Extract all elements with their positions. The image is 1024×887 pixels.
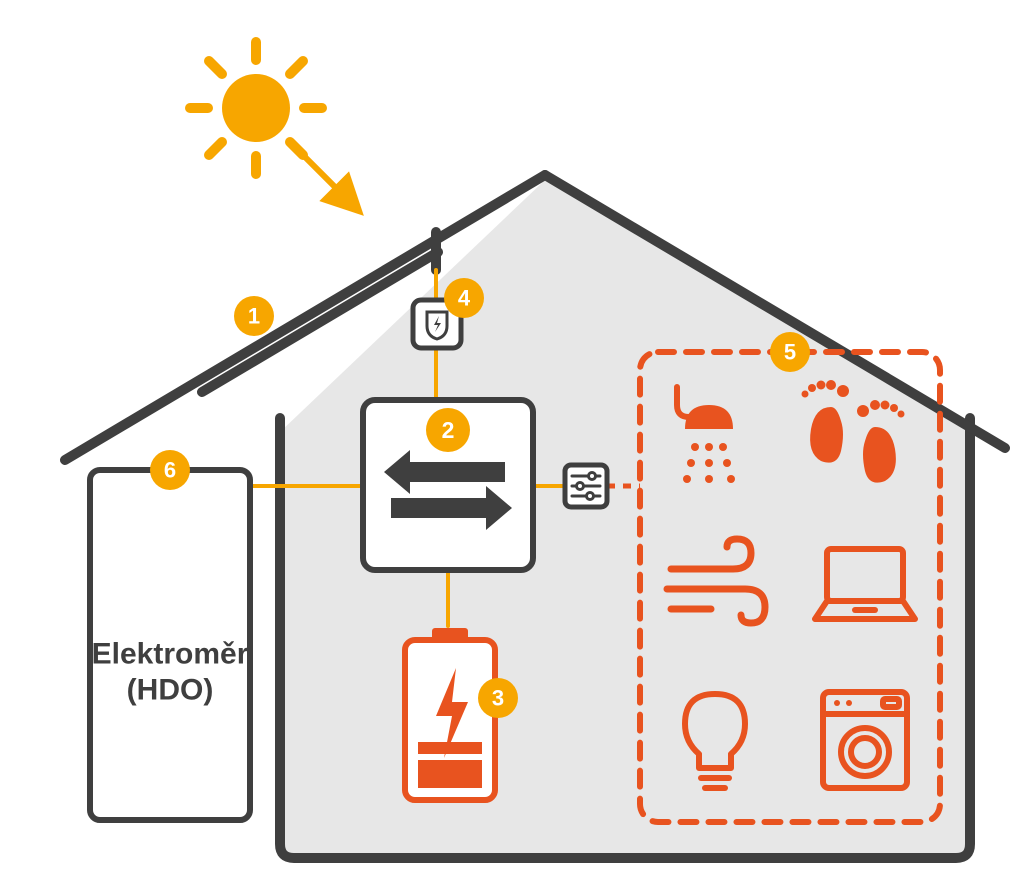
meter-label-line1: Elektroměr <box>92 638 249 671</box>
settings-box <box>565 465 607 507</box>
badge-2: 2 <box>426 408 470 452</box>
badge-5: 5 <box>770 332 810 372</box>
sliders-icon <box>572 473 600 500</box>
badge-6: 6 <box>150 450 190 490</box>
svg-text:1: 1 <box>248 304 260 329</box>
svg-text:5: 5 <box>784 340 796 365</box>
sun-icon <box>190 42 352 204</box>
sun-arrow-icon <box>306 158 352 204</box>
badge-1: 1 <box>234 296 274 336</box>
badge-3: 3 <box>478 678 518 718</box>
svg-text:4: 4 <box>458 286 471 311</box>
svg-text:3: 3 <box>492 686 504 711</box>
meter-box: Elektroměr (HDO) <box>90 470 250 820</box>
battery-icon <box>405 628 495 800</box>
badge-4: 4 <box>444 278 484 318</box>
meter-label-line2: (HDO) <box>127 674 214 707</box>
svg-text:6: 6 <box>164 458 176 483</box>
solar-house-diagram: Elektroměr (HDO) <box>0 0 1024 887</box>
svg-text:2: 2 <box>442 417 455 443</box>
